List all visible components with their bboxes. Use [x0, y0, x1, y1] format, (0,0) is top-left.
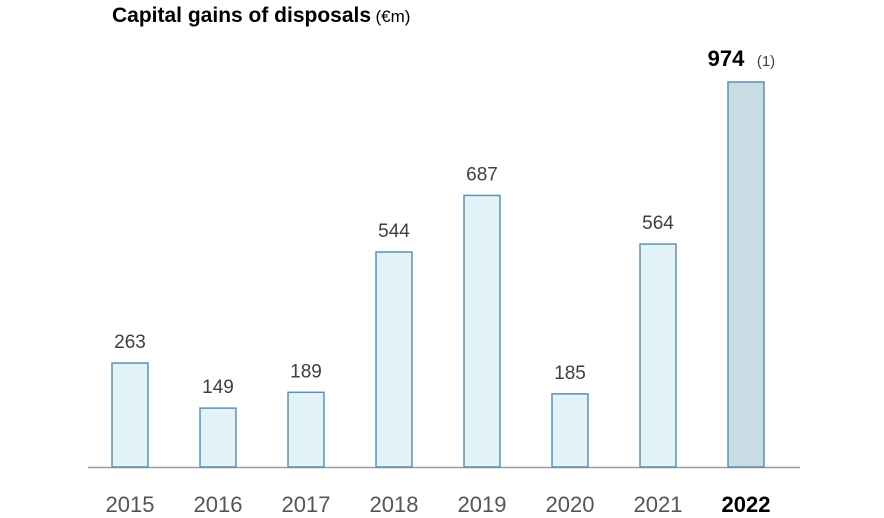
- x-tick-2021: 2021: [634, 492, 683, 517]
- x-tick-2016: 2016: [194, 492, 243, 517]
- x-tick-2020: 2020: [546, 492, 595, 517]
- bar-2016: [199, 407, 237, 468]
- x-tick-2018: 2018: [370, 492, 419, 517]
- data-label-2020: 185: [554, 363, 586, 384]
- data-label-note-2022: (1): [757, 53, 775, 70]
- data-label-2018: 544: [378, 221, 410, 242]
- chart-title-unit: (€m): [375, 7, 411, 26]
- x-tick-2019: 2019: [458, 492, 507, 517]
- data-label-2019: 687: [466, 164, 498, 185]
- x-tick-2022: 2022: [722, 492, 771, 517]
- bar-2015: [111, 362, 149, 468]
- bar-2021: [639, 243, 677, 468]
- x-tick-2017: 2017: [282, 492, 331, 517]
- bar-2019: [463, 194, 501, 468]
- chart-title-text: Capital gains of disposals: [112, 4, 372, 27]
- data-label-2015: 263: [114, 332, 146, 353]
- bar-2022: [727, 81, 765, 468]
- data-label-2021: 564: [642, 213, 674, 234]
- bar-2020: [551, 393, 589, 468]
- data-label-2016: 149: [202, 377, 234, 398]
- data-label-2022: 974: [708, 46, 745, 71]
- bar-2018: [375, 251, 413, 468]
- bar-2017: [287, 391, 325, 468]
- data-label-2017: 189: [290, 361, 322, 382]
- chart-title: Capital gains of disposals (€m): [112, 4, 410, 28]
- x-tick-2015: 2015: [106, 492, 155, 517]
